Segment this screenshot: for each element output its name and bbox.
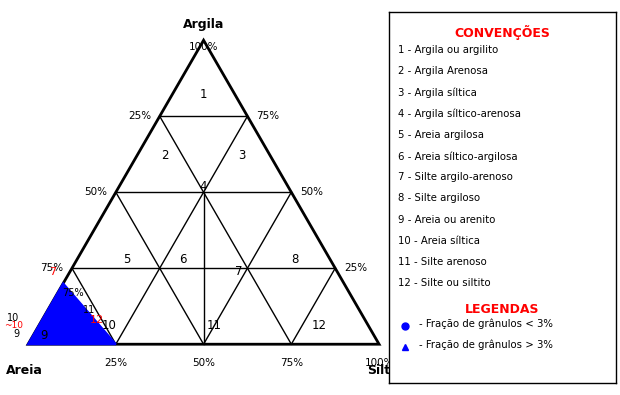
Text: ~10: ~10 — [4, 322, 23, 331]
Text: LEGENDAS: LEGENDAS — [465, 303, 540, 316]
Text: 100%: 100% — [365, 357, 394, 368]
Text: Argila: Argila — [183, 19, 224, 32]
Text: 50%: 50% — [300, 187, 323, 197]
Text: 10 - Areia síltica: 10 - Areia síltica — [399, 236, 480, 246]
Text: CONVENÇÕES: CONVENÇÕES — [454, 25, 551, 40]
Text: 2 - Argila Arenosa: 2 - Argila Arenosa — [399, 66, 489, 76]
Text: 25%: 25% — [104, 357, 127, 368]
Text: 50%: 50% — [84, 187, 107, 197]
Text: 10: 10 — [102, 320, 116, 333]
Text: 3 - Argila síltica: 3 - Argila síltica — [399, 88, 477, 98]
Text: Silte: Silte — [367, 363, 399, 376]
Text: - Fração de grânulos < 3%: - Fração de grânulos < 3% — [418, 318, 552, 329]
Text: 5 - Areia argilosa: 5 - Areia argilosa — [399, 130, 484, 140]
Text: 4: 4 — [200, 180, 207, 193]
Text: 7: 7 — [49, 267, 56, 277]
Text: 9: 9 — [40, 329, 48, 342]
Text: 7: 7 — [235, 265, 242, 278]
Text: 10: 10 — [7, 313, 19, 323]
Text: 75%: 75% — [63, 288, 84, 297]
Text: 75%: 75% — [256, 111, 280, 121]
Text: - Fração de grânulos > 3%: - Fração de grânulos > 3% — [418, 340, 552, 350]
Text: 5: 5 — [123, 253, 130, 265]
Text: 8: 8 — [291, 253, 298, 265]
Text: 2: 2 — [161, 149, 169, 162]
Text: 9: 9 — [13, 329, 19, 339]
Text: 25%: 25% — [128, 111, 151, 121]
Text: 1: 1 — [200, 88, 207, 102]
Text: 25%: 25% — [344, 263, 367, 273]
Text: 11: 11 — [206, 320, 221, 333]
Text: 7 - Silte argilo-arenoso: 7 - Silte argilo-arenoso — [399, 172, 513, 182]
Text: 12 - Silte ou siltito: 12 - Silte ou siltito — [399, 278, 491, 288]
Text: 12: 12 — [89, 315, 104, 325]
Text: 6: 6 — [179, 253, 186, 265]
Text: 12: 12 — [312, 320, 327, 333]
Text: 75%: 75% — [40, 263, 63, 273]
Text: Areia: Areia — [6, 363, 43, 376]
Text: 11: 11 — [84, 305, 95, 316]
Text: 75%: 75% — [280, 357, 303, 368]
Text: 11 - Silte arenoso: 11 - Silte arenoso — [399, 257, 487, 267]
Text: 4 - Argila síltico-arenosa: 4 - Argila síltico-arenosa — [399, 109, 521, 119]
Polygon shape — [28, 284, 116, 344]
Text: 9 - Areia ou arenito: 9 - Areia ou arenito — [399, 214, 496, 225]
Text: 100%: 100% — [189, 42, 218, 52]
Text: 6 - Areia síltico-argilosa: 6 - Areia síltico-argilosa — [399, 151, 518, 162]
Text: 3: 3 — [239, 149, 246, 162]
Text: 1 - Argila ou argilito: 1 - Argila ou argilito — [399, 45, 498, 55]
Text: 8 - Silte argiloso: 8 - Silte argiloso — [399, 194, 480, 203]
Text: 50%: 50% — [192, 357, 215, 368]
